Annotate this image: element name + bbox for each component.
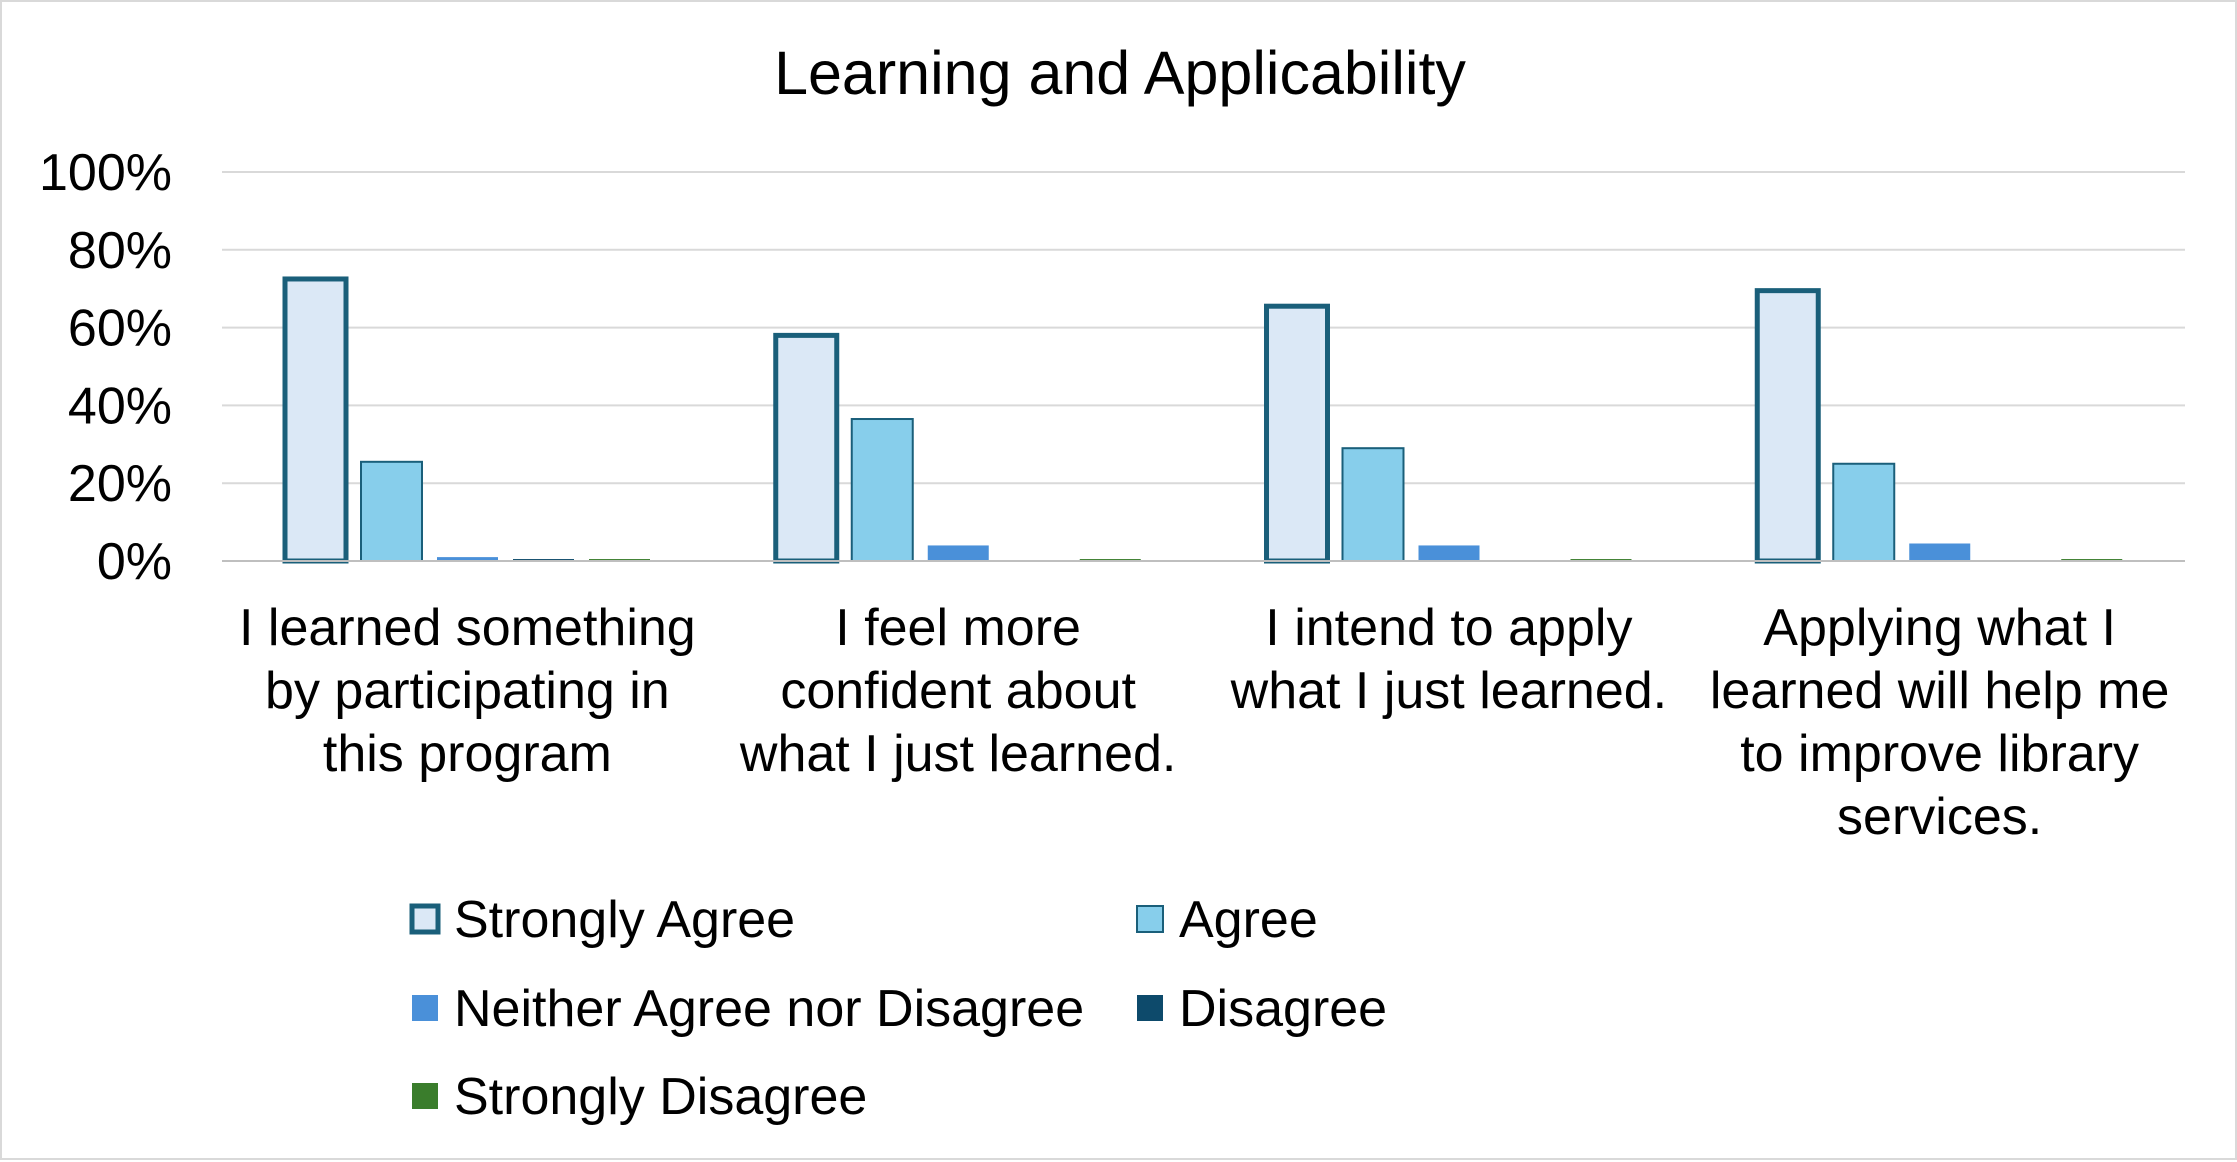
legend-swatch bbox=[409, 903, 441, 935]
category-label-line: I learned something bbox=[239, 599, 696, 657]
legend-item: Strongly Agree bbox=[409, 891, 795, 949]
y-axis-ticks: 0% 20% 40% 60% 80% 100% bbox=[39, 144, 172, 591]
bar bbox=[1264, 303, 1330, 564]
bar bbox=[1832, 462, 1896, 562]
y-tick-label: 20% bbox=[68, 455, 172, 513]
bar bbox=[773, 332, 840, 564]
bars bbox=[282, 276, 2123, 564]
legend-label: Agree bbox=[1179, 891, 1318, 949]
bar bbox=[1909, 543, 1971, 561]
bar bbox=[1754, 288, 1821, 564]
category-label-line: Applying what I bbox=[1763, 599, 2116, 657]
y-tick-label: 80% bbox=[68, 222, 172, 280]
category-label-line: learned will help me bbox=[1710, 662, 2170, 720]
category-label-line: confident about bbox=[780, 662, 1136, 720]
chart-title: Learning and Applicability bbox=[774, 39, 1466, 107]
category-label-line: I intend to apply bbox=[1265, 599, 1632, 657]
category-label-line: this program bbox=[323, 725, 612, 783]
legend-label: Disagree bbox=[1179, 980, 1387, 1038]
bar bbox=[1418, 545, 1480, 561]
legend-item: Disagree bbox=[1137, 980, 1387, 1038]
legend-item: Strongly Disagree bbox=[412, 1068, 867, 1126]
legend-swatch bbox=[1136, 905, 1164, 933]
legend-swatch bbox=[412, 995, 438, 1021]
category-label: I feel more confident about what I just le… bbox=[739, 599, 1176, 783]
bar bbox=[1341, 447, 1405, 562]
legend-label: Strongly Agree bbox=[454, 891, 795, 949]
y-tick-label: 60% bbox=[68, 300, 172, 358]
bar bbox=[282, 276, 349, 564]
category-label: I learned something by participating in th… bbox=[239, 599, 696, 783]
category-label-line: what I just learned. bbox=[1230, 662, 1667, 720]
legend: Strongly Agree Agree Neither Agree nor Dis… bbox=[409, 891, 1387, 1126]
bar bbox=[437, 557, 498, 561]
legend-swatch bbox=[412, 1083, 438, 1109]
legend-label: Neither Agree nor Disagree bbox=[454, 980, 1084, 1038]
category-label-line: to improve library bbox=[1740, 725, 2139, 783]
category-label: I intend to apply what I just learned. bbox=[1230, 599, 1667, 720]
category-labels: I learned something by participating in th… bbox=[239, 599, 2169, 846]
category-label-line: services. bbox=[1837, 788, 2042, 846]
legend-label: Strongly Disagree bbox=[454, 1068, 867, 1126]
bar bbox=[360, 460, 423, 562]
y-tick-label: 40% bbox=[68, 377, 172, 435]
legend-item: Agree bbox=[1136, 891, 1318, 949]
category-label-line: I feel more bbox=[835, 599, 1081, 657]
bar bbox=[927, 545, 989, 561]
category-label-line: by participating in bbox=[265, 662, 670, 720]
category-label-line: what I just learned. bbox=[739, 725, 1176, 783]
gridlines bbox=[222, 171, 2185, 485]
legend-swatch bbox=[1137, 995, 1163, 1021]
legend-item: Neither Agree nor Disagree bbox=[412, 980, 1084, 1038]
y-tick-label: 100% bbox=[39, 144, 172, 202]
y-tick-label: 0% bbox=[97, 533, 172, 591]
bar bbox=[850, 418, 914, 563]
